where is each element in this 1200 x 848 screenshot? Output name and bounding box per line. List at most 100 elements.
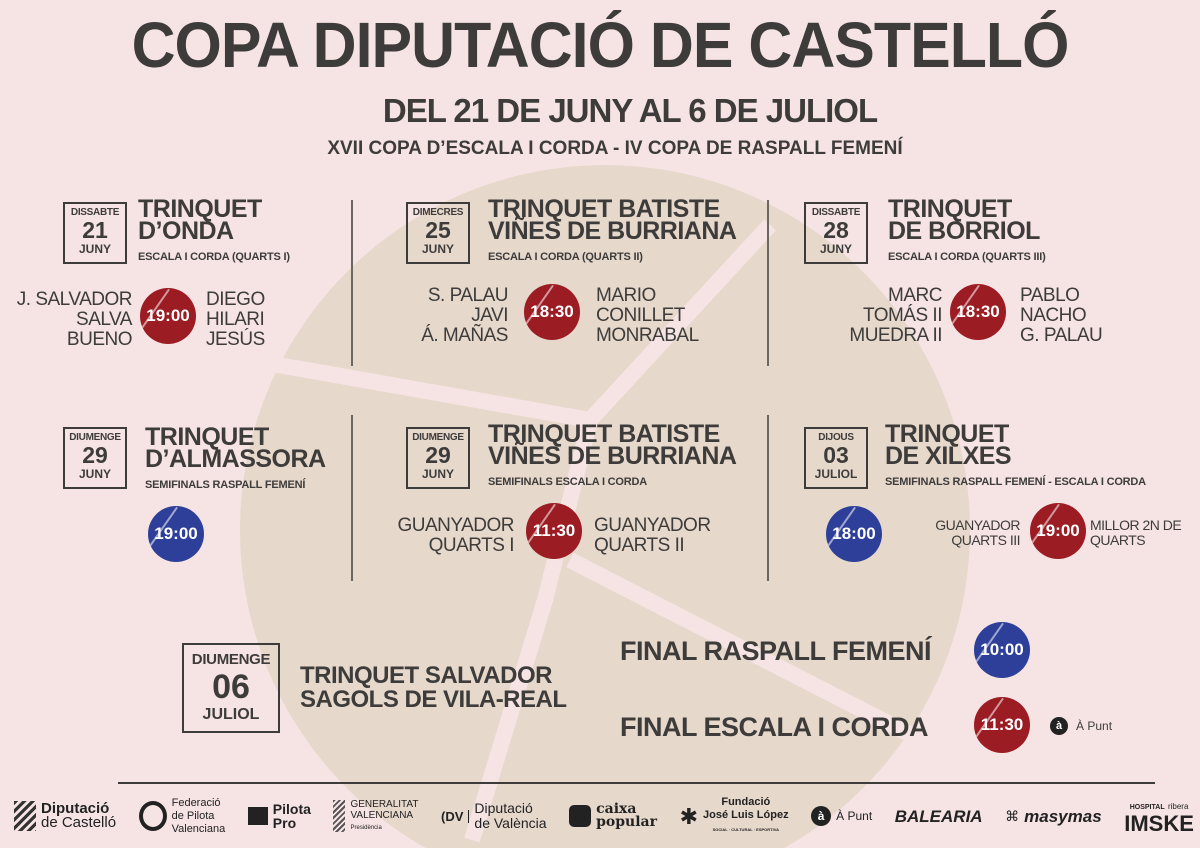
month-label: JUNY bbox=[819, 242, 852, 256]
player-name: Á. MAÑAS bbox=[421, 325, 508, 346]
time-badge: 19:00 bbox=[140, 288, 196, 344]
time-badge: 18:30 bbox=[524, 284, 580, 340]
day-number: 03 bbox=[823, 442, 849, 468]
ball-seam bbox=[464, 418, 598, 843]
venue: TRINQUET DE XILXES SEMIFINALS RASPALL FE… bbox=[885, 420, 1146, 493]
tv-broadcaster: à À Punt bbox=[1050, 717, 1112, 735]
venue-line: VIÑES DE BURRIANA bbox=[488, 217, 737, 245]
page-title: COPA DIPUTACIÓ DE CASTELLÓ bbox=[131, 9, 1070, 81]
logo-balearia: BALEARIA bbox=[894, 806, 983, 826]
logo-pilota-pro: Pilota Pro bbox=[247, 802, 311, 830]
logo-caixa-popular: caixa popular bbox=[569, 802, 657, 829]
sponsor-bar: Diputació de Castelló Federació de Pilota V… bbox=[14, 796, 1194, 836]
venue-line: TRINQUET bbox=[885, 420, 1009, 448]
player-name: J. SALVADOR bbox=[16, 289, 133, 310]
venue-line: TRINQUET bbox=[138, 195, 262, 223]
logo-federacio-pilota: Federació de Pilota Valenciana bbox=[138, 797, 225, 836]
time-label: 18:00 bbox=[832, 524, 876, 543]
player-name: JESÚS bbox=[206, 329, 265, 350]
time-badge: 11:30 bbox=[526, 503, 582, 559]
player-name: MUEDRA II bbox=[849, 325, 942, 346]
player-name: QUARTS II bbox=[594, 535, 685, 556]
category-label: SEMIFINALS RASPALL FEMENÍ bbox=[145, 479, 306, 491]
date-box: DISSABTE 21 JUNY bbox=[63, 202, 127, 264]
player-name: GUANYADOR bbox=[397, 515, 514, 536]
time-badge: 19:00 bbox=[148, 506, 204, 562]
time-label: 18:30 bbox=[530, 302, 574, 321]
venue-line: TRINQUET bbox=[145, 423, 269, 451]
time-label: 19:00 bbox=[146, 306, 190, 325]
masymas-icon: ⌘ bbox=[1005, 807, 1020, 824]
date-range: DEL 21 DE JUNY AL 6 DE JULIOL bbox=[382, 92, 878, 129]
time-label: 11:30 bbox=[532, 521, 576, 540]
team-right: MILLOR 2N DE QUARTS bbox=[1090, 518, 1182, 548]
player-name: TOMÁS II bbox=[862, 305, 943, 326]
player-name: BUENO bbox=[66, 329, 133, 350]
divider bbox=[351, 415, 353, 581]
a-punt-icon: à bbox=[811, 806, 832, 826]
player-name: HILARI bbox=[206, 309, 265, 330]
category-label: SEMIFINALS ESCALA I CORDA bbox=[488, 476, 647, 488]
venue-line: DE BORRIOL bbox=[888, 217, 1040, 245]
day-number: 25 bbox=[425, 217, 451, 243]
time-badge: 19:00 bbox=[1030, 503, 1086, 559]
logo-diputacio-castello: Diputació de Castelló bbox=[14, 801, 116, 831]
date-box: DISSABTE 28 JUNY bbox=[804, 202, 868, 264]
a-punt-icon: à bbox=[1050, 717, 1068, 735]
hand-ball-icon bbox=[138, 801, 167, 831]
day-label: DIMECRES bbox=[412, 207, 464, 218]
team-right: MARIO CONILLET MONRABAL bbox=[596, 286, 699, 346]
venue-line: TRINQUET bbox=[888, 195, 1012, 223]
day-label: DIUMENGE bbox=[69, 432, 121, 443]
day-label: DIUMENGE bbox=[412, 432, 464, 443]
time-label: 19:00 bbox=[1036, 521, 1080, 540]
player-name: NACHO bbox=[1020, 305, 1087, 326]
divider bbox=[351, 200, 353, 366]
time-badge: 18:30 bbox=[950, 284, 1006, 340]
team-right: DIEGO HILARI JESÚS bbox=[206, 290, 265, 350]
category-label: ESCALA I CORDA (QUARTS I) bbox=[138, 251, 290, 263]
venue-line: TRINQUET SALVADOR bbox=[300, 662, 552, 689]
logo-fundacio-jll: ✱ Fundació José Luis López SOCIAL · CULTURA… bbox=[679, 796, 789, 832]
time-badge: 10:00 bbox=[974, 622, 1030, 678]
day-number: 21 bbox=[82, 217, 108, 243]
team-left: S. PALAU JAVI Á. MAÑAS bbox=[208, 286, 508, 346]
time-label: 11:30 bbox=[980, 715, 1024, 734]
time-badge: 11:30 bbox=[974, 697, 1030, 753]
day-number: 28 bbox=[823, 217, 849, 243]
category-label: ESCALA I CORDA (QUARTS III) bbox=[888, 251, 1046, 263]
player-name: S. PALAU bbox=[427, 285, 509, 306]
venue: TRINQUET D’ONDA ESCALA I CORDA (QUARTS I… bbox=[138, 195, 290, 268]
dv-icon: (DV bbox=[441, 809, 470, 823]
team-left: MARC TOMÁS II MUEDRA II bbox=[642, 286, 942, 346]
team-left: GUANYADOR QUARTS I bbox=[214, 516, 514, 556]
venue: TRINQUET BATISTE VIÑES DE BURRIANA ESCAL… bbox=[488, 195, 737, 268]
month-label: JUNY bbox=[421, 467, 454, 481]
venue-line: TRINQUET BATISTE bbox=[488, 195, 720, 223]
date-box: DIJOUS 03 JULIOL bbox=[804, 427, 868, 489]
caixa-icon bbox=[569, 805, 592, 827]
day-number: 29 bbox=[425, 442, 451, 468]
time-label: 18:30 bbox=[956, 302, 1000, 321]
player-name: GUANYADOR bbox=[935, 517, 1020, 533]
pilota-pro-icon bbox=[247, 807, 268, 825]
team-right: GUANYADOR QUARTS II bbox=[594, 516, 711, 556]
ball-seam bbox=[566, 552, 964, 768]
date-box: DIUMENGE 29 JUNY bbox=[406, 427, 470, 489]
day-label: DIUMENGE bbox=[191, 651, 271, 668]
venue-line: DE XILXES bbox=[885, 442, 1012, 470]
date-box: DIMECRES 25 JUNY bbox=[406, 202, 470, 264]
venue: TRINQUET D’ALMASSORA SEMIFINALS RASPALL … bbox=[145, 423, 326, 496]
team-left: J. SALVADOR SALVA BUENO bbox=[12, 289, 133, 350]
venue-line: TRINQUET BATISTE bbox=[488, 420, 720, 448]
month-label: JULIOL bbox=[202, 706, 260, 723]
category-label: SEMIFINALS RASPALL FEMENÍ - ESCALA I COR… bbox=[885, 476, 1146, 488]
competitions-subtitle: XVII COPA D’ESCALA I CORDA - IV COPA DE … bbox=[327, 138, 903, 159]
day-number: 06 bbox=[212, 668, 250, 706]
logo-imske: HOSPITAL ribera IMSKE bbox=[1124, 801, 1194, 836]
venue-line: SAGOLS DE VILA-REAL bbox=[300, 686, 567, 713]
crest-icon bbox=[333, 800, 346, 832]
month-label: JULIOL bbox=[814, 467, 858, 481]
player-name: QUARTS I bbox=[428, 535, 515, 556]
day-label: DIJOUS bbox=[818, 432, 854, 443]
